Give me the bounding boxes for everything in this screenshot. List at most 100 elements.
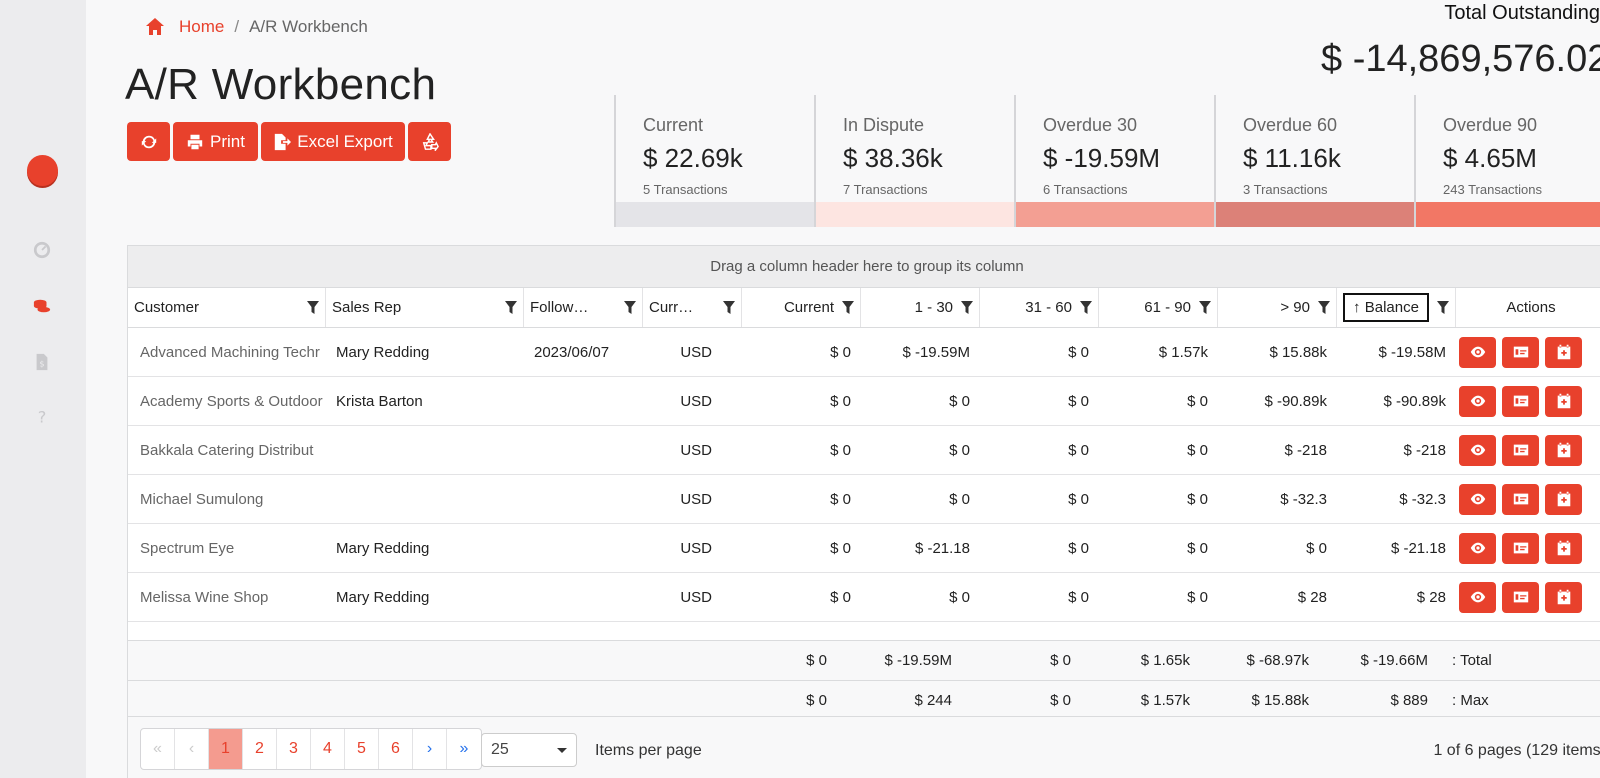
view-button[interactable] [1459, 385, 1496, 417]
group-drop-area[interactable]: Drag a column header here to group its c… [128, 246, 1600, 288]
table-row[interactable]: Academy Sports & Outdoor Krista Barton USD… [128, 377, 1600, 426]
column-header-customer[interactable]: Customer [128, 288, 326, 327]
payment-card-icon [1513, 346, 1528, 358]
filter-icon[interactable] [505, 300, 517, 315]
column-header-31-60[interactable]: 31 - 60 [980, 288, 1099, 327]
page-size-select[interactable]: 25 [481, 733, 577, 767]
payment-button[interactable] [1502, 581, 1539, 613]
column-header-61-90[interactable]: 61 - 90 [1099, 288, 1218, 327]
filter-icon[interactable] [1080, 300, 1092, 315]
breadcrumb-home-link[interactable]: Home [179, 17, 225, 36]
customer-cell[interactable]: Advanced Machining Techr [140, 343, 320, 361]
balance-cell: $ -21.18 [1390, 539, 1446, 557]
customer-cell[interactable]: Academy Sports & Outdoor [140, 392, 323, 410]
payment-button[interactable] [1502, 336, 1539, 368]
table-row[interactable]: Spectrum Eye Mary Redding USD $ 0 $ -21.18 $ … [128, 524, 1600, 573]
filter-icon[interactable] [723, 300, 735, 315]
first-page-button[interactable]: « [141, 729, 175, 769]
filter-icon[interactable] [307, 300, 319, 315]
payment-button[interactable] [1502, 434, 1539, 466]
customer-cell[interactable]: Melissa Wine Shop [140, 588, 269, 606]
column-header-balance[interactable]: ↑ Balance [1337, 288, 1456, 327]
sales-rep-cell: Mary Redding [336, 539, 430, 557]
payment-button[interactable] [1502, 385, 1539, 417]
print-button[interactable]: Print [173, 122, 258, 161]
invoice-dollar-icon[interactable]: $ [32, 352, 52, 372]
filter-icon[interactable] [624, 300, 636, 315]
over-90-cell: $ 15.88k [1269, 343, 1327, 361]
summary-card-in-dispute[interactable]: In Dispute $ 38.36k 7 Transactions [814, 95, 1014, 227]
column-header-follow-up[interactable]: Follow… [524, 288, 643, 327]
summary-card-current[interactable]: Current $ 22.69k 5 Transactions [614, 95, 814, 227]
previous-page-button[interactable]: ‹ [175, 729, 209, 769]
row-actions [1456, 434, 1582, 466]
table-row[interactable]: Michael Sumulong USD $ 0 $ 0 $ 0 $ 0 $ -32.3 $ … [128, 475, 1600, 524]
app-logo[interactable] [27, 155, 58, 186]
excel-export-button[interactable]: Excel Export [261, 122, 405, 161]
page-button[interactable]: 1 [209, 729, 243, 769]
column-header-sales-rep[interactable]: Sales Rep [326, 288, 524, 327]
currency-cell: USD [680, 343, 712, 361]
payment-button[interactable] [1502, 532, 1539, 564]
view-button[interactable] [1459, 434, 1496, 466]
help-question-icon[interactable]: ? [32, 406, 52, 426]
max-1-30: $ 244 [914, 692, 952, 709]
print-label: Print [210, 131, 245, 151]
d31-60-cell: $ 0 [1068, 343, 1089, 361]
summary-card-overdue-90[interactable]: Overdue 90 $ 4.65M 243 Transactions [1414, 95, 1600, 227]
total-balance: $ -19.66M [1360, 652, 1428, 669]
coins-icon[interactable] [32, 296, 52, 316]
table-row[interactable]: Bakkala Catering Distribut USD $ 0 $ 0 $ 0 $ … [128, 426, 1600, 475]
column-header-current[interactable]: Current [742, 288, 861, 327]
column-header-currency[interactable]: Curr… [643, 288, 742, 327]
card-count: 6 Transactions [1043, 182, 1128, 197]
column-header-over-90[interactable]: > 90 [1218, 288, 1337, 327]
filter-icon[interactable] [1318, 300, 1330, 315]
column-header-1-30[interactable]: 1 - 30 [861, 288, 980, 327]
total-61-90: $ 1.65k [1140, 652, 1190, 669]
pager: « ‹ 1 2 3 4 5 6 › » 25 Items per page 1 … [128, 716, 1600, 778]
schedule-followup-button[interactable] [1545, 385, 1582, 417]
table-row[interactable]: Advanced Machining Techr Mary Redding 2023… [128, 328, 1600, 377]
column-title: Actions [1506, 299, 1556, 316]
view-button[interactable] [1459, 483, 1496, 515]
summary-card-overdue-30[interactable]: Overdue 30 $ -19.59M 6 Transactions [1014, 95, 1214, 227]
schedule-followup-button[interactable] [1545, 532, 1582, 564]
filter-icon[interactable] [1199, 300, 1211, 315]
view-button[interactable] [1459, 532, 1496, 564]
total-outstanding-value: $ -14,869,576.02 [1321, 38, 1600, 80]
next-page-button[interactable]: › [413, 729, 447, 769]
refresh-button[interactable] [127, 122, 170, 161]
home-icon[interactable] [145, 17, 165, 37]
dashboard-gauge-icon[interactable] [32, 240, 52, 260]
currency-cell: USD [680, 441, 712, 459]
table-row[interactable]: Melissa Wine Shop Mary Redding USD $ 0 $ 0 $ … [128, 573, 1600, 622]
filter-icon[interactable] [1437, 300, 1449, 315]
filter-icon[interactable] [961, 300, 973, 315]
max-over-90: $ 15.88k [1251, 692, 1309, 709]
summary-card-overdue-60[interactable]: Overdue 60 $ 11.16k 3 Transactions [1214, 95, 1414, 227]
page-button[interactable]: 2 [243, 729, 277, 769]
view-button[interactable] [1459, 581, 1496, 613]
schedule-followup-button[interactable] [1545, 336, 1582, 368]
d31-60-cell: $ 0 [1068, 539, 1089, 557]
recycle-button[interactable] [408, 122, 451, 161]
schedule-followup-button[interactable] [1545, 434, 1582, 466]
page-button[interactable]: 3 [277, 729, 311, 769]
filter-icon[interactable] [842, 300, 854, 315]
customer-cell[interactable]: Michael Sumulong [140, 490, 264, 508]
over-90-cell: $ -90.89k [1264, 392, 1327, 410]
payment-button[interactable] [1502, 483, 1539, 515]
page-button[interactable]: 5 [345, 729, 379, 769]
customer-cell[interactable]: Bakkala Catering Distribut [140, 441, 314, 459]
last-page-button[interactable]: » [459, 740, 469, 757]
total-over-90: $ -68.97k [1246, 652, 1309, 669]
customer-cell[interactable]: Spectrum Eye [140, 539, 235, 557]
page-button[interactable]: 4 [311, 729, 345, 769]
schedule-followup-button[interactable] [1545, 581, 1582, 613]
current-cell: $ 0 [830, 343, 851, 361]
page-button[interactable]: 6 [379, 729, 413, 769]
schedule-followup-button[interactable] [1545, 483, 1582, 515]
d1-30-cell: $ -19.59M [902, 343, 970, 361]
view-button[interactable] [1459, 336, 1496, 368]
